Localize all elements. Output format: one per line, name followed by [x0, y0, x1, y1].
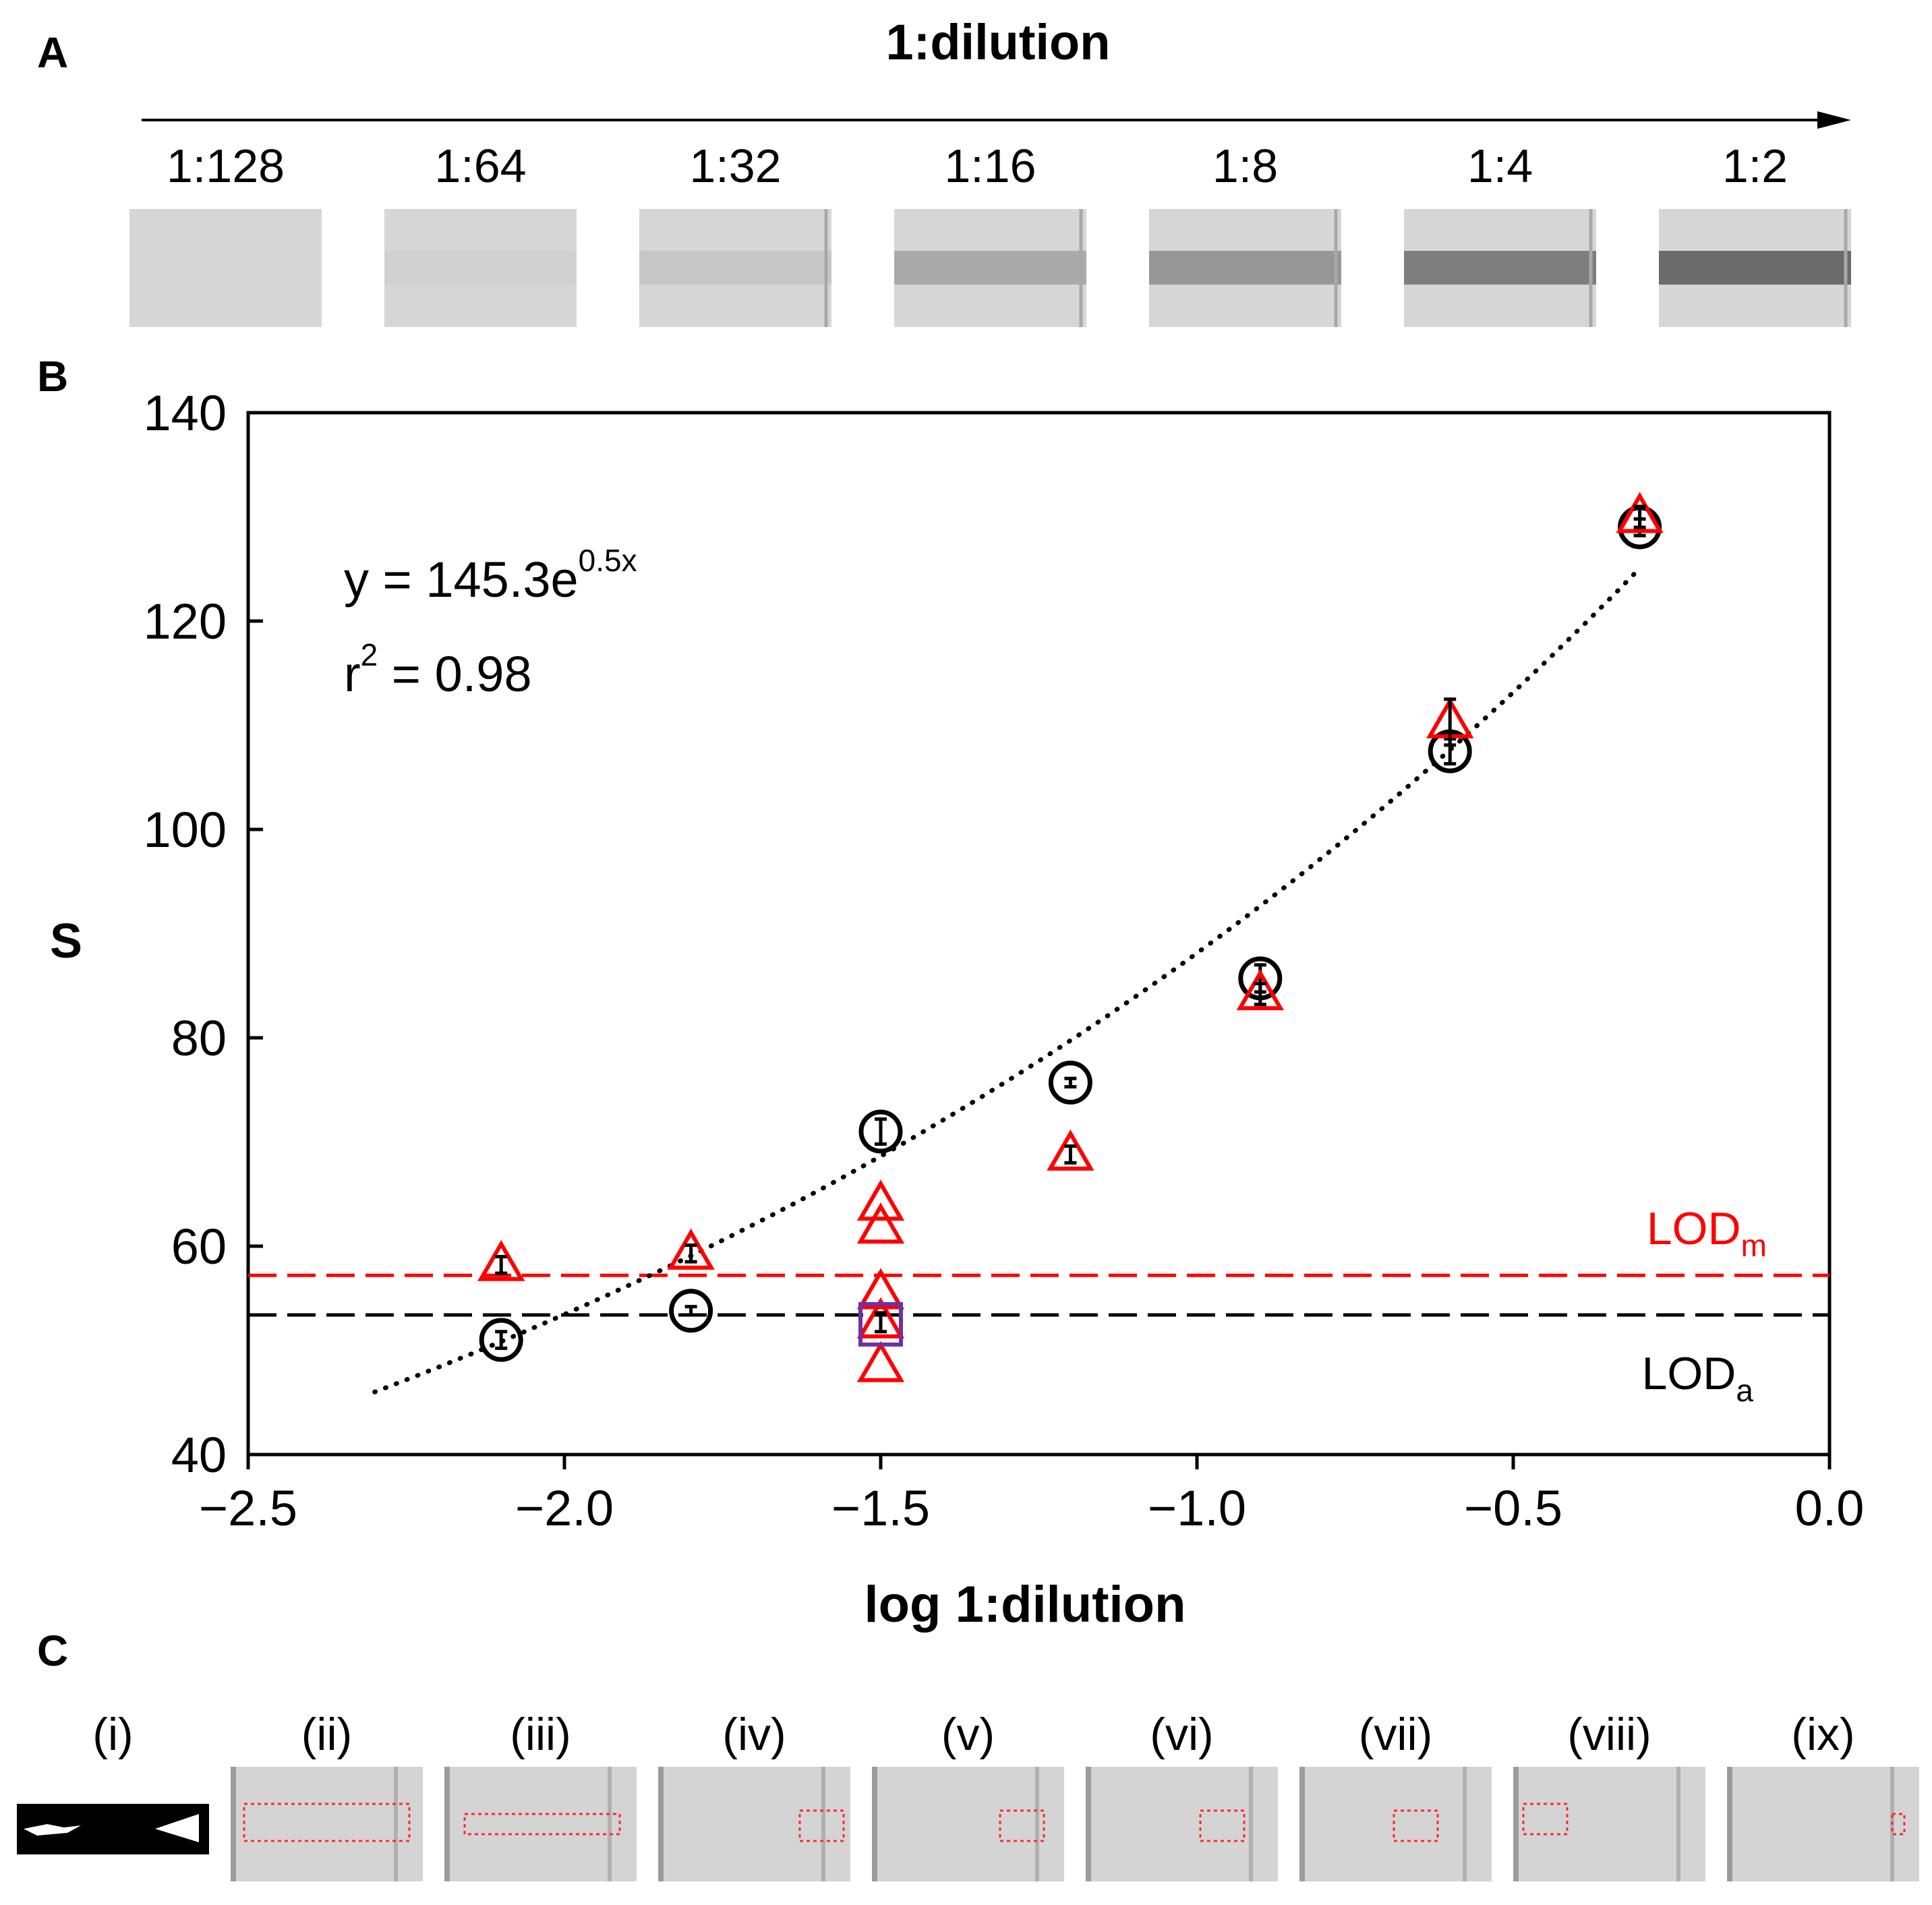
test-band — [384, 251, 577, 285]
y-tick-label: 60 — [171, 1219, 227, 1274]
analysis-strips: (i) (ii) (iii) (iv) (v) (vi) (vii) (viii) (ix) — [17, 1709, 1919, 1881]
dilution-strips: 1:128 1:64 1:32 1:16 1:8 1:4 1:2 — [129, 140, 1851, 327]
dilution-label: 1:4 — [1467, 140, 1533, 192]
test-band — [639, 251, 831, 285]
roi-box — [1199, 1809, 1246, 1842]
triangle-point — [856, 1297, 905, 1339]
y-tick-label: 40 — [171, 1427, 227, 1483]
panel-c: C (i) (ii) (iii) (iv) (v) (vi) (vii) (viii) (ix) — [17, 1626, 1919, 1881]
triangle-point — [667, 1228, 715, 1270]
x-tick-label: −1.5 — [831, 1480, 930, 1536]
dilution-label: 1:16 — [944, 140, 1036, 192]
strip-label: (i) — [92, 1709, 133, 1760]
triangle-point — [856, 1268, 905, 1310]
analysis-strip — [1513, 1767, 1705, 1881]
triangle-point — [856, 1179, 905, 1221]
mask-region — [155, 1814, 199, 1842]
strip-label: (vi) — [1150, 1709, 1213, 1760]
strip-label: (v) — [941, 1709, 995, 1760]
x-tick-label: 0.0 — [1795, 1480, 1865, 1536]
x-axis-label: log 1:dilution — [864, 1576, 1185, 1633]
panel-c-label: C — [37, 1626, 68, 1675]
triangle-point — [856, 1202, 905, 1244]
strip-label: (ix) — [1791, 1709, 1854, 1760]
test-strip — [129, 209, 322, 327]
analysis-strip — [1086, 1767, 1278, 1881]
trendline — [372, 566, 1643, 1395]
analysis-strip — [444, 1767, 637, 1881]
x-tick-label: −2.0 — [515, 1480, 614, 1536]
dilution-label: 1:2 — [1722, 140, 1788, 192]
y-axis: 40 60 80 100 120 140 — [144, 385, 263, 1483]
data-points — [477, 492, 1664, 1382]
x-tick-label: −2.5 — [199, 1480, 297, 1536]
test-band — [1149, 251, 1341, 285]
equation-text: y = 145.3e0.5x — [344, 543, 637, 608]
roi-box — [1522, 1803, 1569, 1836]
triangle-point — [856, 1341, 905, 1382]
r-squared-text: r2 = 0.98 — [344, 637, 532, 702]
triangle-point — [1616, 492, 1664, 533]
x-tick-label: −1.0 — [1148, 1480, 1246, 1536]
roi-box — [999, 1809, 1045, 1842]
dilution-label: 1:8 — [1212, 140, 1278, 192]
analysis-strip — [872, 1767, 1064, 1881]
lod-a-label: LODa — [1642, 1348, 1754, 1408]
mask-region — [24, 1824, 81, 1836]
panel-b-label: B — [37, 352, 68, 401]
strip-label: (iv) — [722, 1709, 786, 1760]
x-tick-label: −0.5 — [1464, 1480, 1562, 1536]
triangle-point — [1047, 1130, 1094, 1171]
dilution-title: 1:dilution — [886, 14, 1111, 70]
panel-a: A 1:dilution 1:128 1:64 1:32 1:16 1:8 1:4 1:2 — [37, 14, 1851, 327]
plot-frame — [246, 411, 1832, 1457]
dilution-label: 1:128 — [167, 140, 285, 192]
test-band — [1404, 251, 1596, 285]
triangle-point — [477, 1239, 525, 1281]
lod-lines — [248, 1273, 1829, 1317]
dilution-label: 1:32 — [689, 140, 781, 192]
test-band — [894, 251, 1086, 285]
analysis-strip — [658, 1767, 850, 1881]
panel-a-label: A — [37, 28, 68, 77]
strip-label: (vii) — [1359, 1709, 1433, 1760]
roi-box — [463, 1813, 621, 1836]
lod-m-label: LODm — [1647, 1203, 1767, 1263]
y-tick-label: 120 — [144, 593, 227, 649]
roi-box — [1891, 1813, 1906, 1836]
circle-point — [858, 1109, 903, 1154]
y-tick-label: 140 — [144, 385, 227, 441]
strip-label: (viii) — [1567, 1709, 1651, 1760]
strip-label: (ii) — [301, 1709, 353, 1760]
y-tick-label: 80 — [171, 1010, 227, 1066]
dilution-label: 1:64 — [434, 140, 526, 192]
analysis-strip — [231, 1767, 423, 1881]
roi-box — [1393, 1809, 1439, 1842]
roi-box — [798, 1809, 845, 1842]
strip-label: (iii) — [510, 1709, 571, 1760]
roi-box — [243, 1803, 411, 1842]
y-tick-label: 100 — [144, 802, 227, 858]
x-axis: −2.5 −2.0 −1.5 −1.0 −0.5 0.0 — [199, 1455, 1864, 1536]
triangle-point — [1236, 969, 1284, 1011]
panel-b: B 40 60 80 100 120 140 −2.5 −2.0 −1.5 −1.0 −0.5 0.… — [37, 352, 1864, 1633]
arrow-head — [1817, 111, 1851, 129]
circle-point — [1048, 1060, 1092, 1105]
circle-point — [479, 1318, 523, 1362]
y-axis-label: S — [50, 914, 82, 968]
analysis-strip — [1727, 1767, 1919, 1881]
circle-point — [669, 1289, 713, 1333]
analysis-strip — [1299, 1767, 1492, 1881]
test-band — [1659, 251, 1851, 285]
square-point — [858, 1301, 903, 1347]
